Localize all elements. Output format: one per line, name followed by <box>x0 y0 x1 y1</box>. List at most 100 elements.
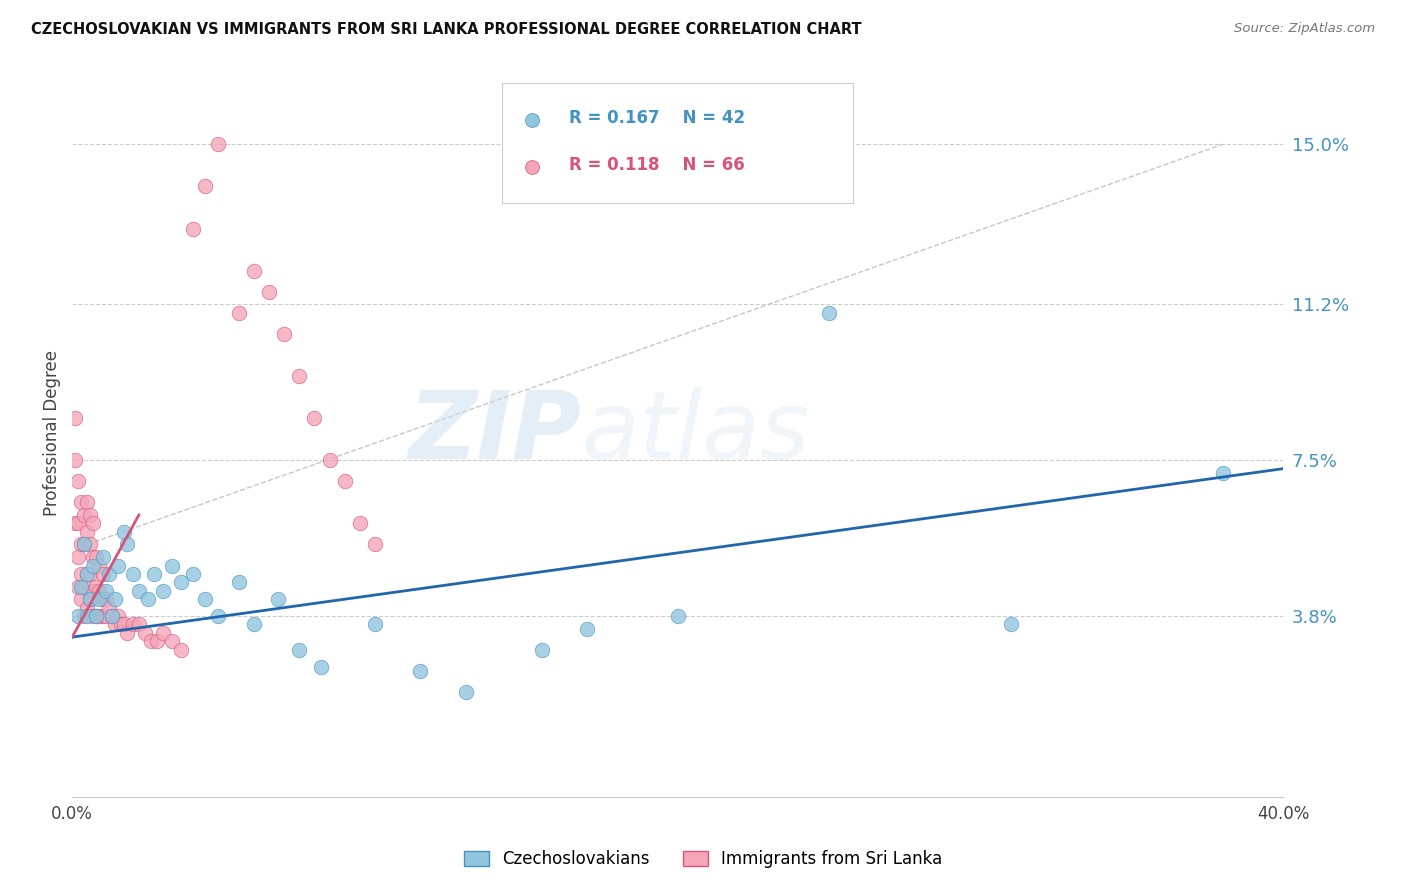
Point <box>97 600 120 615</box>
Point <box>183 221 205 235</box>
Point <box>288 368 311 383</box>
Point <box>67 609 90 624</box>
Point <box>76 600 98 615</box>
Text: CZECHOSLOVAKIAN VS IMMIGRANTS FROM SRI LANKA PROFESSIONAL DEGREE CORRELATION CHA: CZECHOSLOVAKIAN VS IMMIGRANTS FROM SRI L… <box>31 22 862 37</box>
Point <box>128 583 150 598</box>
Point <box>243 263 266 277</box>
Point <box>575 622 598 636</box>
Point <box>107 609 129 624</box>
FancyBboxPatch shape <box>502 83 853 203</box>
Point <box>194 179 217 194</box>
Point <box>89 558 111 573</box>
Point <box>70 566 93 581</box>
Point <box>73 580 96 594</box>
Point <box>152 626 174 640</box>
Point <box>170 575 193 590</box>
Point <box>65 411 87 425</box>
Point <box>82 583 104 598</box>
Point <box>97 566 120 581</box>
Point <box>309 659 332 673</box>
Point <box>100 609 122 624</box>
Text: ZIP: ZIP <box>408 387 581 479</box>
Point <box>89 609 111 624</box>
Point <box>79 508 101 522</box>
Point <box>152 583 174 598</box>
Point <box>76 609 98 624</box>
Point <box>70 580 93 594</box>
Point <box>183 566 205 581</box>
Point <box>73 609 96 624</box>
Point <box>67 516 90 531</box>
Point <box>333 475 356 489</box>
Point <box>349 516 371 531</box>
Point <box>89 592 111 607</box>
Point <box>818 306 841 320</box>
Point <box>121 617 143 632</box>
Point <box>530 642 553 657</box>
Point <box>207 609 229 624</box>
Point <box>86 609 108 624</box>
Point <box>257 285 280 299</box>
Point <box>82 558 104 573</box>
Y-axis label: Professional Degree: Professional Degree <box>44 350 60 516</box>
Point <box>364 617 387 632</box>
Point <box>304 411 326 425</box>
Point <box>318 453 340 467</box>
Point <box>1212 466 1234 480</box>
Point <box>70 537 93 551</box>
Point <box>146 634 169 648</box>
Point <box>86 550 108 565</box>
Point <box>67 475 90 489</box>
Point <box>112 617 135 632</box>
Point <box>86 580 108 594</box>
Point <box>82 550 104 565</box>
Point <box>76 566 98 581</box>
Point <box>134 626 156 640</box>
Point <box>73 537 96 551</box>
Point <box>91 592 114 607</box>
Point <box>194 592 217 607</box>
Point <box>70 592 93 607</box>
Point <box>228 306 250 320</box>
Point <box>364 537 387 551</box>
Point <box>79 592 101 607</box>
Point <box>65 453 87 467</box>
Point <box>1000 617 1022 632</box>
Point <box>143 566 166 581</box>
Text: atlas: atlas <box>581 387 810 478</box>
Point <box>91 566 114 581</box>
Point <box>91 609 114 624</box>
Point <box>288 642 311 657</box>
Point <box>115 626 138 640</box>
Point <box>170 642 193 657</box>
Point <box>121 566 143 581</box>
Point <box>160 558 183 573</box>
Point <box>228 575 250 590</box>
Point <box>79 566 101 581</box>
Point <box>79 537 101 551</box>
Text: Source: ZipAtlas.com: Source: ZipAtlas.com <box>1234 22 1375 36</box>
Point <box>454 685 477 699</box>
Point <box>67 580 90 594</box>
Point <box>76 524 98 539</box>
Text: R = 0.167    N = 42: R = 0.167 N = 42 <box>569 109 745 127</box>
Point <box>409 664 432 678</box>
Point <box>128 617 150 632</box>
Point <box>86 609 108 624</box>
Point <box>107 558 129 573</box>
Point <box>67 550 90 565</box>
Point <box>104 592 127 607</box>
Text: R = 0.118    N = 66: R = 0.118 N = 66 <box>569 156 745 175</box>
Point <box>70 495 93 509</box>
Point <box>267 592 290 607</box>
Point <box>273 326 295 341</box>
Point <box>110 617 132 632</box>
Point <box>79 592 101 607</box>
Point <box>139 634 162 648</box>
Point <box>207 137 229 152</box>
Point <box>100 609 122 624</box>
Point <box>94 592 117 607</box>
Point <box>73 508 96 522</box>
Point <box>136 592 159 607</box>
Point <box>76 495 98 509</box>
